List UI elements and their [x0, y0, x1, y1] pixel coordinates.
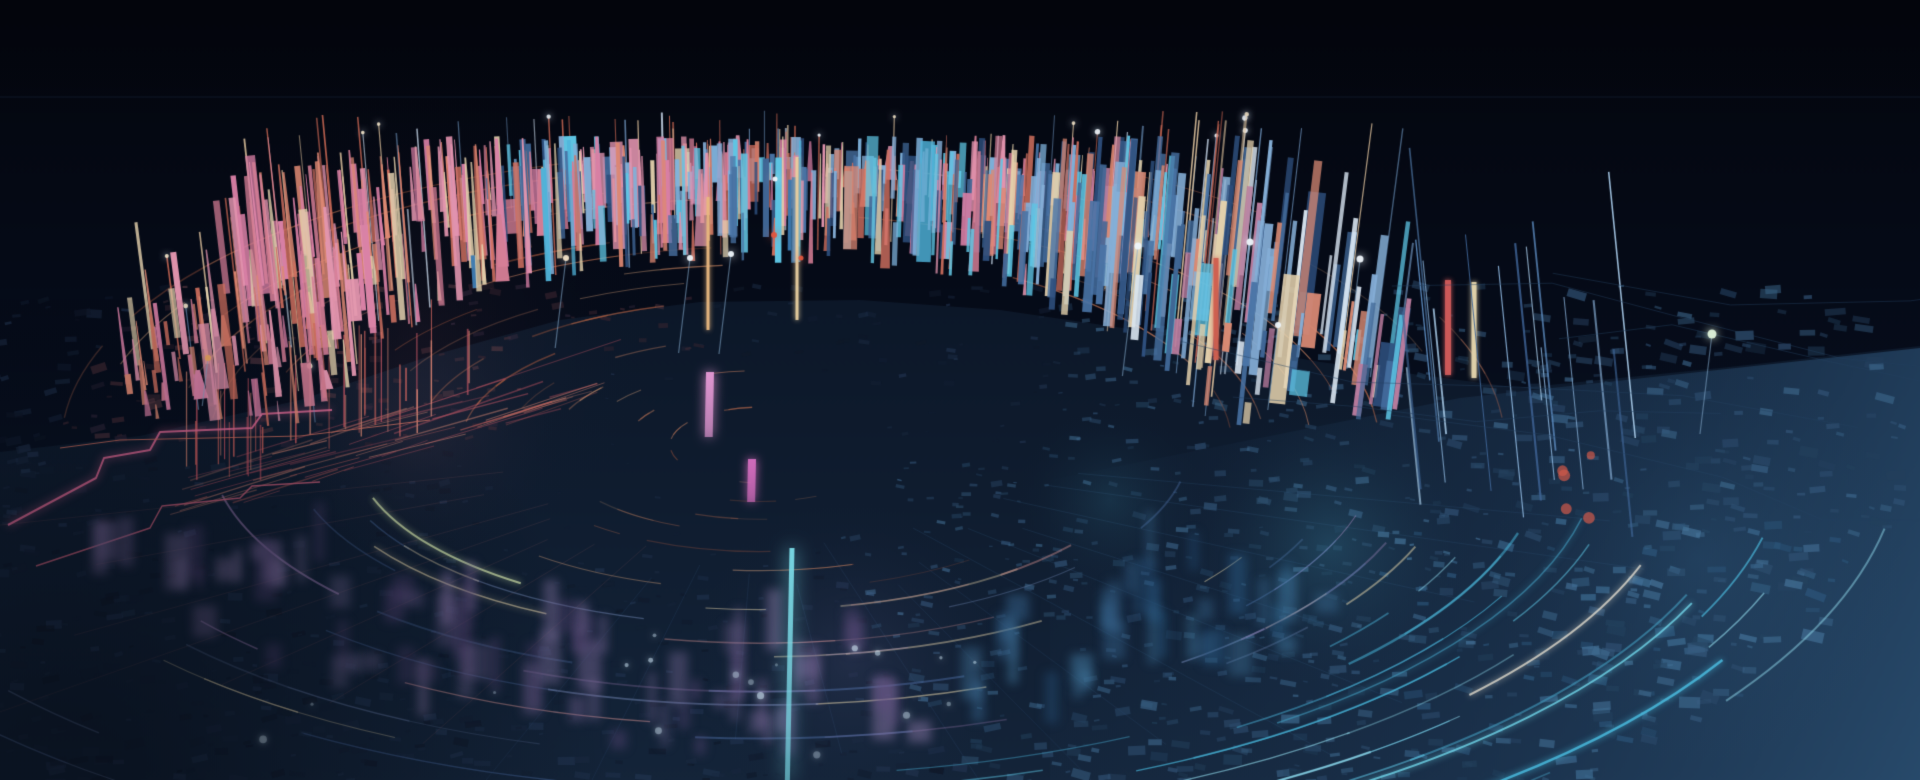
data-city-canvas [0, 0, 1920, 780]
abstract-data-visualization-artwork [0, 0, 1920, 780]
